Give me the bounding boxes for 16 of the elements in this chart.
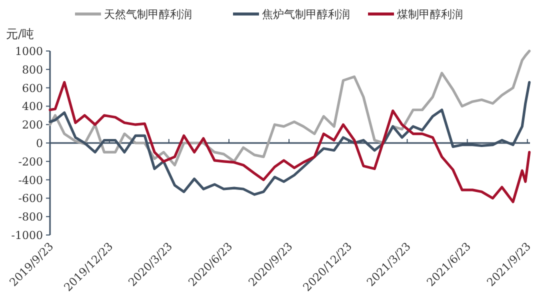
legend-label: 焦炉气制甲醇利润 <box>262 8 350 21</box>
y-tick-label: -600 <box>18 192 43 206</box>
y-tick-label: 400 <box>22 100 43 114</box>
y-tick-label: -200 <box>18 155 43 168</box>
y-axis-title: 元/吨 <box>6 27 34 41</box>
y-tick-label: -1000 <box>11 229 43 242</box>
line-series <box>48 50 531 166</box>
legend-label: 天然气制甲醇利润 <box>104 8 192 21</box>
y-tick-label: -400 <box>18 174 43 187</box>
y-tick-label: 800 <box>22 63 43 76</box>
y-tick-label: 1000 <box>15 45 43 58</box>
y-tick-label: 200 <box>22 118 43 132</box>
y-tick-label: 0 <box>36 137 43 150</box>
legend-label: 煤制甲醇利润 <box>397 8 463 21</box>
y-tick-label: -800 <box>18 210 43 224</box>
y-tick-label: 600 <box>22 82 43 95</box>
